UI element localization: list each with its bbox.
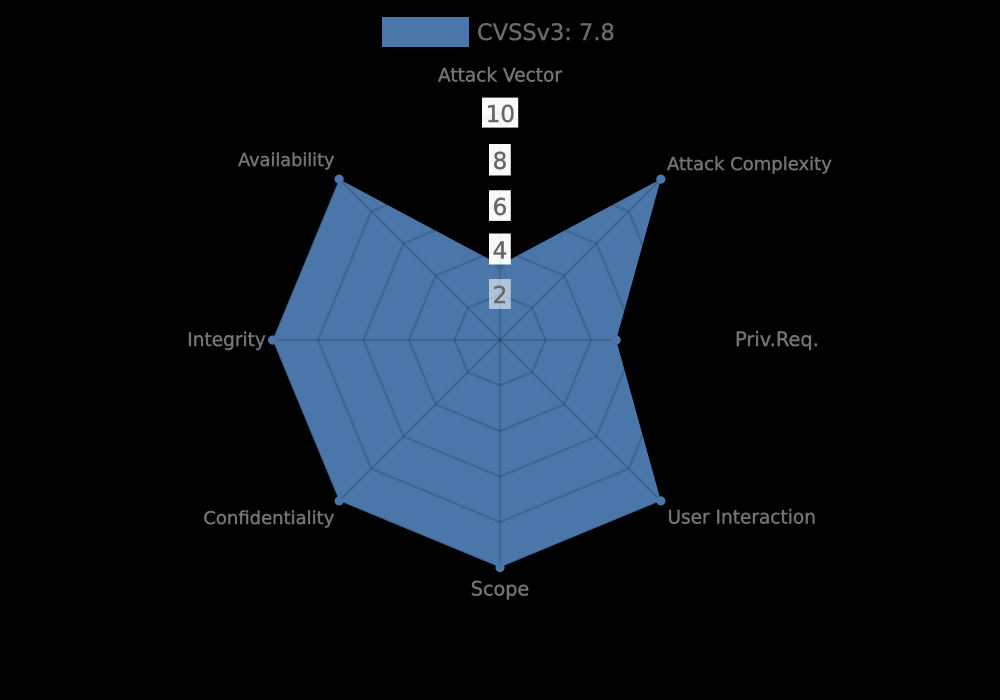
svg-text:10: 10 [486,102,515,128]
svg-text:4: 4 [493,238,508,264]
svg-text:Confidentiality: Confidentiality [203,508,334,529]
svg-text:Scope: Scope [471,577,529,600]
svg-text:Priv.Req.: Priv.Req. [735,328,819,351]
svg-text:CVSSv3: 7.8: CVSSv3: 7.8 [477,20,615,46]
svg-text:8: 8 [493,149,508,175]
svg-text:Attack Vector: Attack Vector [438,66,562,87]
svg-text:2: 2 [493,283,508,309]
svg-text:Integrity: Integrity [187,330,266,351]
svg-text:Availability: Availability [238,151,334,171]
svg-text:Attack Complexity: Attack Complexity [667,154,832,175]
svg-text:6: 6 [493,195,508,221]
svg-text:User Interaction: User Interaction [668,508,816,529]
